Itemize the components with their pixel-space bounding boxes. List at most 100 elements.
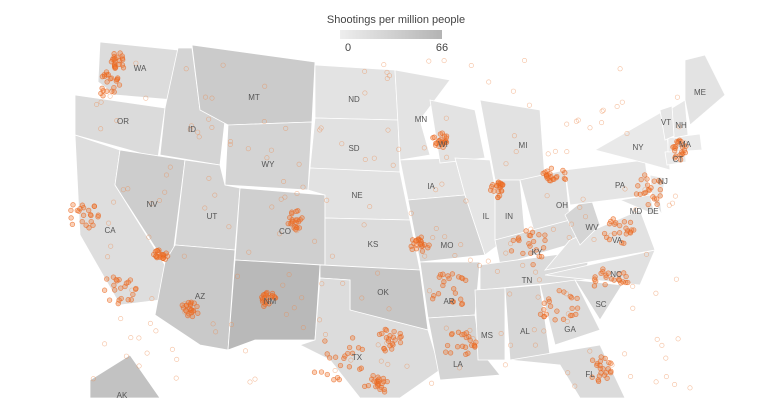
shooting-dot bbox=[149, 201, 155, 207]
shooting-dot bbox=[635, 183, 641, 189]
shooting-dot bbox=[561, 289, 567, 295]
shooting-dot bbox=[111, 56, 117, 62]
shooting-dot bbox=[111, 199, 117, 205]
shooting-dot bbox=[370, 372, 376, 379]
shooting-dot bbox=[633, 191, 640, 197]
shooting-dot bbox=[613, 220, 619, 226]
shooting-dot bbox=[103, 69, 110, 75]
shooting-dot bbox=[390, 162, 396, 168]
shooting-dot bbox=[181, 253, 187, 259]
shooting-dot bbox=[346, 344, 353, 351]
state-label: MS bbox=[481, 331, 493, 340]
shooting-dot bbox=[638, 176, 644, 183]
shooting-dot bbox=[228, 139, 234, 145]
shooting-dot bbox=[666, 202, 672, 208]
shooting-dot bbox=[444, 154, 450, 160]
shooting-dot bbox=[675, 140, 681, 146]
shooting-dot bbox=[339, 141, 345, 147]
shooting-dot bbox=[441, 133, 448, 139]
shooting-dot bbox=[163, 250, 169, 256]
shooting-dot bbox=[324, 351, 330, 357]
state bbox=[399, 157, 466, 201]
shooting-dot bbox=[533, 247, 539, 253]
shooting-dot bbox=[448, 331, 455, 338]
shooting-dot bbox=[379, 330, 385, 337]
shooting-dot bbox=[112, 64, 119, 71]
shooting-dot bbox=[531, 327, 537, 333]
shooting-dot bbox=[431, 134, 437, 140]
shooting-dot bbox=[645, 201, 651, 208]
shooting-dot bbox=[164, 172, 170, 178]
shooting-dot bbox=[605, 270, 611, 276]
shooting-dot bbox=[183, 66, 189, 72]
shooting-dot bbox=[443, 325, 449, 331]
shooting-dot bbox=[104, 79, 110, 85]
shooting-dot bbox=[569, 221, 575, 227]
shooting-dot bbox=[340, 280, 346, 286]
shooting-dot bbox=[563, 291, 569, 297]
shooting-dot bbox=[530, 261, 536, 268]
shooting-dot bbox=[574, 295, 580, 302]
shooting-dot bbox=[319, 281, 325, 287]
shooting-dot bbox=[116, 82, 123, 88]
shooting-dot bbox=[653, 290, 659, 296]
shooting-dot bbox=[603, 274, 609, 280]
shooting-dot bbox=[283, 125, 289, 131]
shooting-dot bbox=[299, 295, 305, 301]
shooting-dot bbox=[650, 194, 656, 200]
shooting-dot bbox=[430, 235, 436, 241]
shooting-dot bbox=[293, 208, 299, 215]
state-label: AR bbox=[443, 297, 454, 306]
shooting-dot bbox=[544, 175, 550, 181]
shooting-dot bbox=[88, 212, 94, 219]
shooting-dot bbox=[283, 311, 289, 317]
shooting-dot bbox=[451, 286, 457, 292]
shooting-dot bbox=[443, 349, 449, 355]
legend-min: 0 bbox=[345, 42, 351, 54]
state-label: VA bbox=[612, 236, 623, 245]
shooting-dot bbox=[153, 253, 159, 259]
shooting-dot bbox=[108, 75, 115, 81]
shooting-dot bbox=[422, 253, 428, 259]
shooting-dot bbox=[554, 308, 560, 314]
shooting-dot bbox=[671, 144, 677, 150]
shooting-dot bbox=[591, 237, 597, 243]
shooting-dot bbox=[560, 316, 567, 322]
shooting-dot bbox=[86, 207, 92, 214]
shooting-dot bbox=[672, 381, 678, 387]
shooting-dot bbox=[125, 279, 131, 285]
shooting-dot bbox=[426, 288, 432, 294]
shooting-dot bbox=[332, 354, 339, 360]
shooting-dot bbox=[245, 146, 251, 152]
shooting-dot bbox=[548, 165, 555, 171]
shooting-dot bbox=[120, 57, 126, 63]
shooting-dot bbox=[157, 198, 163, 204]
shooting-dot bbox=[672, 148, 678, 154]
shooting-dot bbox=[375, 270, 381, 276]
shooting-dot bbox=[391, 328, 397, 335]
state-label: PA bbox=[615, 181, 626, 190]
shooting-dot bbox=[600, 268, 606, 275]
shooting-dot bbox=[623, 273, 629, 280]
state bbox=[89, 354, 161, 399]
shooting-dot bbox=[550, 226, 556, 232]
shooting-dot bbox=[426, 58, 432, 64]
shooting-dot bbox=[657, 187, 663, 193]
shooting-dot bbox=[408, 210, 414, 216]
shooting-dot bbox=[413, 238, 419, 244]
shooting-dot bbox=[587, 125, 593, 131]
shooting-dot bbox=[463, 351, 469, 358]
shooting-dot bbox=[598, 370, 604, 376]
shooting-dot bbox=[508, 342, 514, 348]
shooting-dot bbox=[362, 90, 368, 96]
shooting-dot bbox=[188, 310, 194, 316]
shooting-dot bbox=[385, 127, 391, 133]
shooting-dot bbox=[387, 343, 393, 349]
shooting-dot bbox=[94, 102, 100, 108]
shooting-dot bbox=[508, 241, 514, 247]
shooting-dot bbox=[485, 258, 491, 264]
shooting-dot bbox=[458, 296, 464, 302]
shooting-dot bbox=[676, 124, 682, 130]
shooting-dot bbox=[154, 247, 160, 254]
shooting-dot bbox=[526, 102, 532, 108]
